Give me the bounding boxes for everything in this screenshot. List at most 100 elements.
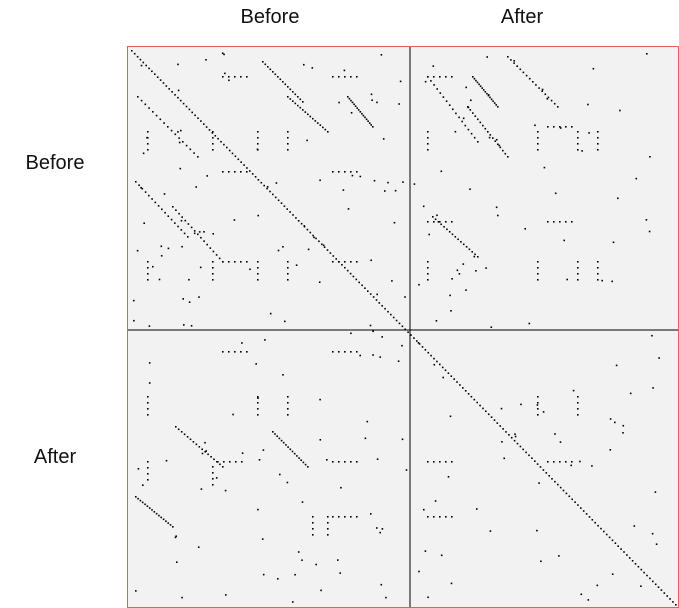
matrix-point (261, 538, 264, 540)
matrix-point (514, 435, 517, 438)
matrix-point (167, 126, 169, 128)
matrix-point (553, 221, 555, 223)
matrix-point (178, 212, 180, 215)
matrix-point (394, 189, 397, 192)
matrix-point (246, 167, 248, 169)
matrix-point (451, 461, 453, 463)
matrix-point (454, 236, 457, 238)
matrix-point (397, 360, 400, 362)
matrix-point (312, 522, 314, 524)
matrix-point (456, 381, 458, 383)
matrix-point (350, 261, 352, 263)
matrix-point (294, 93, 297, 96)
matrix-point (192, 441, 195, 443)
matrix-point (474, 115, 477, 117)
matrix-point (151, 198, 153, 200)
matrix-point (147, 149, 149, 151)
matrix-point (427, 131, 429, 133)
matrix-point (282, 246, 284, 248)
matrix-point (427, 143, 429, 145)
matrix-point (228, 76, 230, 78)
matrix-point (177, 428, 180, 431)
matrix-point (133, 299, 135, 302)
matrix-point (432, 65, 435, 67)
matrix-point (439, 92, 442, 94)
matrix-point (272, 71, 274, 73)
matrix-point (433, 461, 435, 463)
matrix-point (498, 144, 501, 147)
matrix-point (588, 132, 590, 134)
matrix-point (183, 324, 185, 326)
matrix-point (260, 181, 263, 184)
matrix-point (513, 62, 515, 64)
matrix-point (402, 181, 404, 183)
matrix-point (495, 104, 497, 106)
matrix-point (572, 389, 575, 392)
matrix-point (516, 65, 518, 67)
matrix-point (637, 565, 640, 568)
matrix-point (476, 401, 478, 404)
matrix-point (234, 76, 236, 78)
matrix-point (358, 281, 360, 284)
matrix-point (217, 137, 219, 140)
matrix-point (256, 148, 259, 151)
matrix-point (287, 273, 289, 275)
matrix-point (344, 266, 346, 269)
matrix-point (432, 216, 434, 218)
matrix-point (225, 594, 227, 596)
matrix-point (658, 357, 660, 359)
matrix-point (376, 527, 378, 529)
matrix-point (301, 559, 303, 561)
matrix-point (513, 439, 516, 442)
matrix-point (338, 516, 340, 518)
matrix-point (153, 511, 156, 513)
matrix-point (137, 497, 139, 500)
matrix-point (545, 472, 548, 474)
matrix-point (351, 174, 354, 177)
matrix-point (442, 376, 444, 379)
matrix-point (559, 461, 561, 463)
matrix-point (135, 496, 137, 498)
matrix-point (287, 446, 289, 448)
matrix-point (451, 233, 454, 236)
matrix-point (652, 387, 654, 389)
matrix-point (417, 342, 420, 344)
matrix-point (327, 522, 329, 524)
matrix-point (571, 126, 573, 128)
matrix-point (174, 536, 177, 539)
matrix-point (541, 90, 543, 92)
matrix-point (332, 516, 334, 518)
matrix-point (289, 448, 292, 451)
matrix-point (354, 105, 357, 107)
matrix-point (180, 219, 183, 222)
matrix-point (346, 269, 349, 272)
matrix-point (257, 396, 259, 398)
matrix-point (441, 366, 444, 369)
matrix-point (427, 461, 429, 463)
matrix-point (212, 466, 214, 468)
matrix-point (162, 518, 165, 521)
matrix-point (451, 221, 453, 223)
matrix-point (418, 343, 421, 345)
matrix-point (338, 261, 340, 263)
matrix-point (306, 228, 309, 231)
matrix-point (476, 508, 478, 510)
matrix-point (197, 233, 199, 236)
matrix-point (591, 519, 594, 521)
matrix-point (542, 411, 545, 413)
matrix-point (522, 448, 524, 451)
matrix-point (212, 267, 214, 269)
matrix-point (390, 313, 392, 316)
matrix-point (547, 461, 549, 463)
matrix-point (477, 118, 479, 121)
matrix-point (222, 171, 224, 173)
matrix-point (162, 82, 165, 84)
matrix-point (332, 76, 334, 78)
matrix-point (646, 53, 648, 55)
matrix-point (433, 516, 435, 518)
matrix-point (233, 219, 236, 221)
matrix-point (338, 351, 340, 353)
matrix-point (332, 255, 335, 257)
matrix-point (496, 422, 499, 424)
matrix-point (381, 528, 384, 530)
